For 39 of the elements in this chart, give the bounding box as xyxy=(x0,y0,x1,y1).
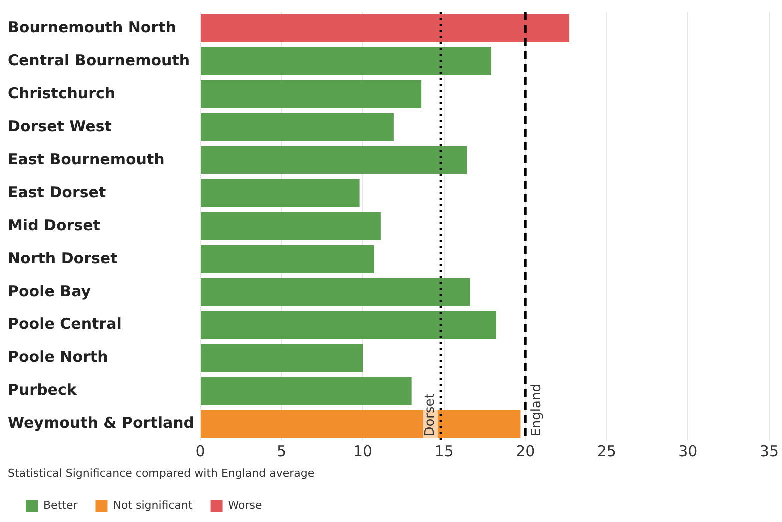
x-tick-label: 20 xyxy=(516,442,536,461)
y-tick-label: Christchurch xyxy=(8,84,116,102)
x-tick-label: 10 xyxy=(354,442,373,461)
y-tick-label: Mid Dorset xyxy=(8,216,100,234)
y-tick-label: East Dorset xyxy=(8,183,106,202)
bar xyxy=(200,344,364,372)
bar xyxy=(200,212,381,240)
y-tick-label: Poole Central xyxy=(8,315,122,334)
legend-label: Not significant xyxy=(113,498,194,512)
y-tick-label: Central Bournemouth xyxy=(8,51,190,70)
ref-line-label: Dorset xyxy=(422,394,438,437)
x-tick-label: 35 xyxy=(760,442,780,461)
bar xyxy=(200,311,496,340)
y-tick-label: Purbeck xyxy=(8,381,78,400)
bar xyxy=(200,113,394,142)
x-tick-label: 5 xyxy=(277,442,287,461)
bar xyxy=(200,14,570,43)
bar xyxy=(200,80,422,108)
y-tick-label: North Dorset xyxy=(8,249,118,268)
bar xyxy=(200,179,360,208)
bar xyxy=(200,245,374,274)
legend-label: Better xyxy=(44,498,78,512)
legend-title: Statistical Significance compared with England average xyxy=(8,467,315,480)
ref-line-label: England xyxy=(529,384,544,437)
y-tick-label: Bournemouth North xyxy=(8,18,176,36)
legend-label: Worse xyxy=(228,498,263,512)
y-tick-label: Poole Bay xyxy=(8,282,92,300)
bar xyxy=(200,47,492,76)
y-tick-label: East Bournemouth xyxy=(8,150,165,168)
y-tick-label: Poole North xyxy=(8,348,108,366)
y-tick-label: Dorset West xyxy=(8,117,112,136)
bar xyxy=(200,146,468,174)
y-tick-label: Weymouth & Portland xyxy=(8,414,194,432)
bar xyxy=(200,377,412,406)
bar xyxy=(200,278,470,306)
x-tick-label: 0 xyxy=(196,442,206,461)
x-tick-label: 25 xyxy=(597,442,616,461)
x-tick-label: 15 xyxy=(434,442,454,461)
x-tick-label: 30 xyxy=(678,442,698,461)
